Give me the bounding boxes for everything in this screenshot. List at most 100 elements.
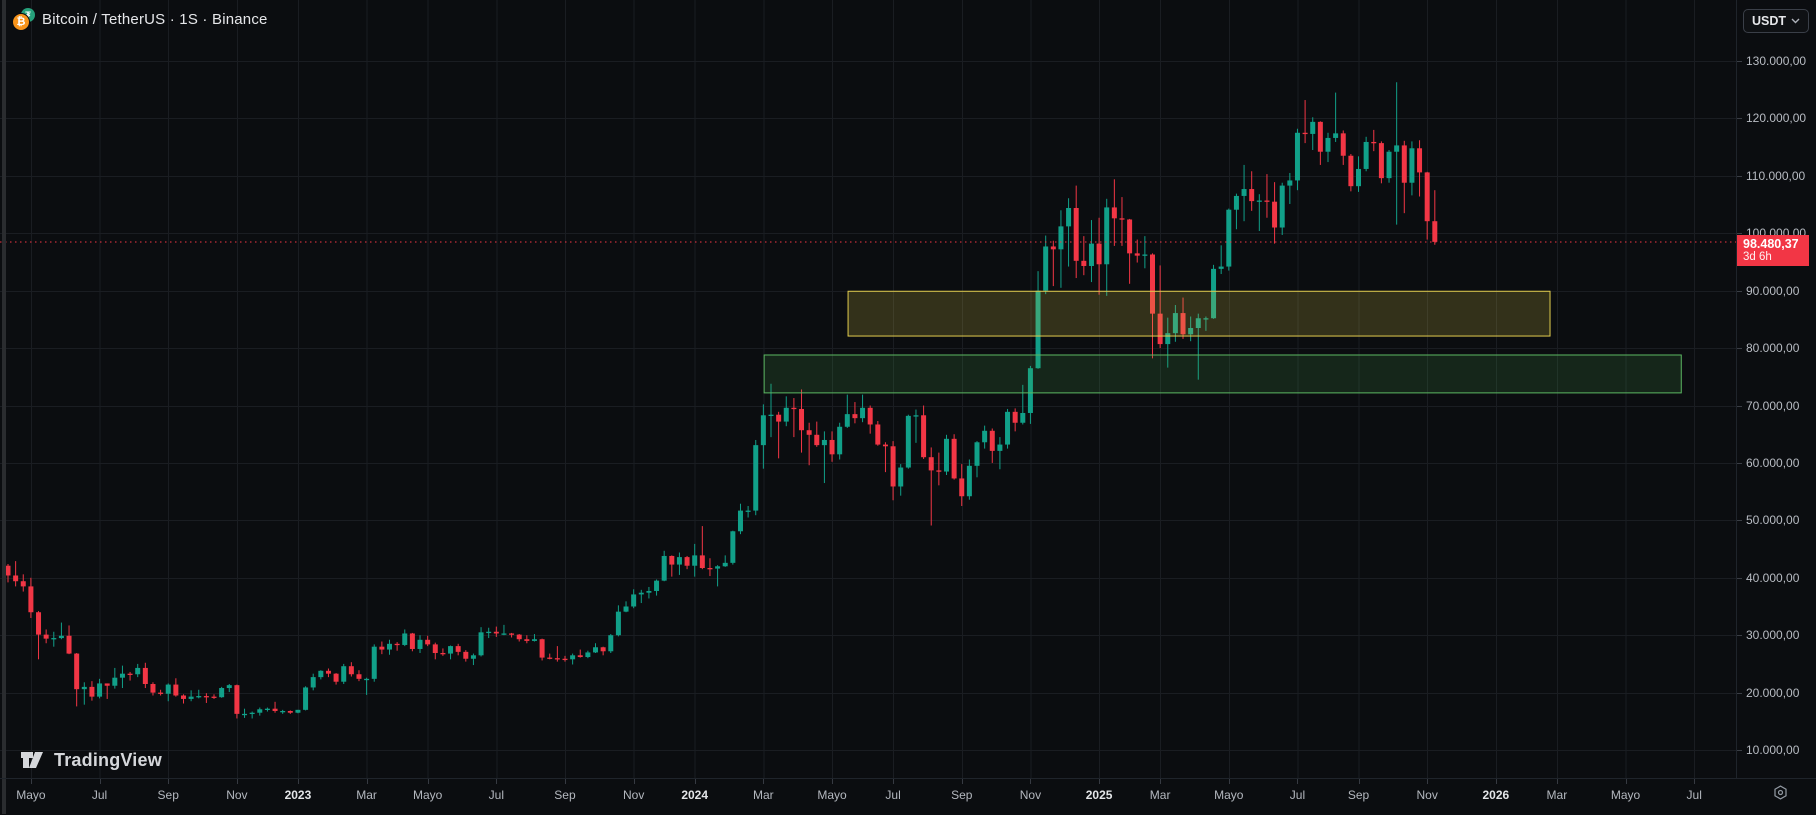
candle-body: [631, 594, 637, 607]
time-axis-label: Sep: [951, 788, 973, 802]
candle-body: [97, 683, 103, 697]
time-tick: [100, 779, 101, 784]
demand-zone-green[interactable]: [763, 354, 1682, 394]
time-tick: [237, 779, 238, 784]
time-tick: [31, 779, 32, 784]
candle-body: [303, 687, 309, 710]
candle-body: [486, 631, 492, 634]
currency-dropdown[interactable]: USDT: [1743, 9, 1809, 33]
candle-body: [539, 639, 545, 658]
candle-body: [226, 685, 232, 689]
candle-body: [104, 683, 110, 686]
time-axis[interactable]: Mayo Jul Sep Nov 2023 Mar Mayo Jul Sep Nov 2024 Mar…: [0, 778, 1816, 815]
candle-body: [318, 670, 324, 678]
candle-body: [898, 467, 904, 487]
time-tick: [1359, 779, 1360, 784]
candle-body: [1378, 143, 1384, 179]
time-axis-label: Sep: [1347, 788, 1370, 802]
candle-body: [1256, 200, 1262, 202]
bitcoin-icon: ₿: [12, 13, 30, 31]
supply-zone-yellow[interactable]: [847, 290, 1551, 337]
bar-countdown: 3d 6h: [1743, 251, 1772, 263]
time-axis-label: Jul: [885, 788, 901, 802]
candle-body: [615, 611, 621, 636]
time-tick: [1030, 779, 1031, 784]
candle-body: [1302, 132, 1308, 135]
tradingview-logo[interactable]: TradingView: [20, 748, 162, 772]
candle-body: [1264, 200, 1270, 202]
price-tick: [1737, 291, 1742, 292]
time-axis-label: 2026: [1482, 788, 1510, 802]
candle-body: [1195, 318, 1201, 329]
candle-body: [585, 652, 591, 658]
candle-body: [562, 658, 568, 661]
candle-body: [844, 414, 850, 427]
candle-body: [577, 655, 583, 658]
time-axis-label: Nov: [622, 788, 645, 802]
time-axis-label: Nov: [1019, 788, 1042, 802]
candle-body: [1340, 133, 1346, 156]
price-tick: [1737, 635, 1742, 636]
candle-body: [135, 667, 141, 675]
candle-body: [1409, 148, 1415, 183]
candle-body: [692, 555, 698, 566]
time-tick: [496, 779, 497, 784]
candle-body: [1058, 226, 1064, 250]
candle-body: [272, 708, 278, 711]
candle-body: [890, 446, 896, 487]
candle-body: [1142, 254, 1148, 256]
candle-body: [928, 457, 934, 471]
candle-body: [570, 655, 576, 660]
candle-body: [524, 639, 530, 641]
candle-body: [5, 565, 11, 576]
price-tick: [1737, 520, 1742, 521]
symbol-legend[interactable]: ₮ ₿ Bitcoin / TetherUS · 1S · Binance: [12, 8, 268, 31]
candle-body: [1310, 121, 1316, 134]
candle-body: [379, 646, 385, 650]
candle-body: [89, 686, 95, 697]
price-axis-label: 90.000,00: [1746, 283, 1800, 298]
price-axis-label: 30.000,00: [1746, 628, 1800, 643]
candle-body: [1050, 246, 1056, 250]
candle-body: [509, 633, 515, 635]
time-axis-label: 2025: [1085, 788, 1113, 802]
time-tick: [695, 779, 696, 784]
candle-body: [600, 647, 606, 652]
candle-body: [1127, 219, 1133, 254]
price-axis-label: 10.000,00: [1746, 743, 1800, 758]
time-axis-label: Mayo: [16, 788, 46, 802]
candle-body: [722, 562, 728, 567]
candle-body: [203, 696, 209, 698]
candle-body: [333, 673, 339, 682]
candle-body: [66, 635, 72, 654]
time-tick: [298, 779, 299, 784]
price-axis[interactable]: 130.000,00 120.000,00 110.000,00 100.000,00…: [1736, 0, 1816, 778]
axis-settings-button[interactable]: [1769, 781, 1791, 803]
candle-body: [348, 666, 354, 675]
candle-body: [936, 470, 942, 472]
time-tick: [1496, 779, 1497, 784]
candle-body: [180, 695, 186, 699]
candle-body: [356, 674, 362, 679]
candle-body: [654, 580, 660, 591]
time-axis-label: Mar: [1546, 788, 1568, 802]
candle-body: [1157, 313, 1163, 345]
candle-body: [829, 439, 835, 455]
time-tick: [832, 779, 833, 784]
candle-body: [531, 639, 537, 641]
candle-body: [127, 673, 133, 675]
time-axis-label: Mayo: [1214, 788, 1244, 802]
time-axis-label: Mayo: [412, 788, 443, 802]
candle-body: [974, 442, 980, 466]
candle-body: [234, 685, 240, 714]
pane-separator[interactable]: [2, 0, 6, 814]
candle-body: [394, 643, 400, 646]
candle-body: [1180, 313, 1186, 335]
price-tick: [1737, 176, 1742, 177]
candle-body: [211, 696, 217, 698]
time-axis-label: Jul: [91, 788, 108, 802]
candle-body: [173, 684, 179, 696]
candle-body: [1020, 412, 1026, 423]
price-axis-label: 120.000,00: [1746, 111, 1807, 126]
